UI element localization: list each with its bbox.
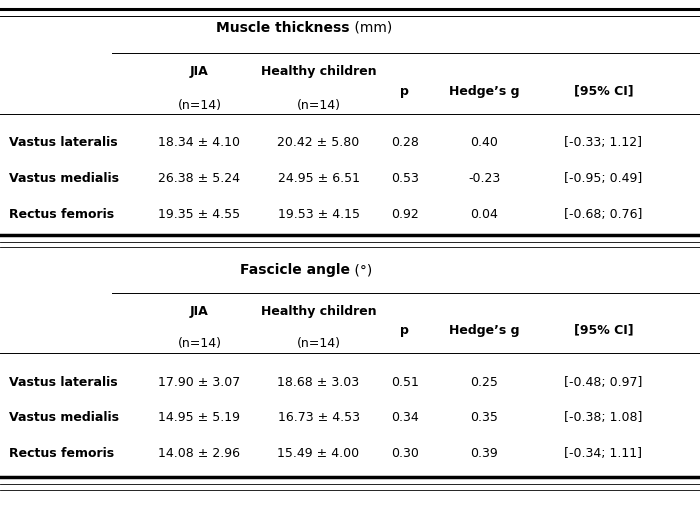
Text: Vastus lateralis: Vastus lateralis xyxy=(9,376,118,389)
Text: 20.42 ± 5.80: 20.42 ± 5.80 xyxy=(277,136,360,149)
Text: p: p xyxy=(400,85,409,98)
Text: (n=14): (n=14) xyxy=(297,337,340,351)
Text: 24.95 ± 6.51: 24.95 ± 6.51 xyxy=(277,172,360,185)
Text: 0.53: 0.53 xyxy=(391,172,419,185)
Text: Rectus femoris: Rectus femoris xyxy=(9,208,114,221)
Text: 0.92: 0.92 xyxy=(391,208,419,221)
Text: (n=14): (n=14) xyxy=(178,337,221,351)
Text: 18.68 ± 3.03: 18.68 ± 3.03 xyxy=(277,376,360,389)
Text: 0.39: 0.39 xyxy=(470,447,498,460)
Text: -0.23: -0.23 xyxy=(468,172,500,185)
Text: 0.40: 0.40 xyxy=(470,136,498,149)
Text: [95% CI]: [95% CI] xyxy=(573,324,634,337)
Text: 26.38 ± 5.24: 26.38 ± 5.24 xyxy=(158,172,241,185)
Text: [-0.34; 1.11]: [-0.34; 1.11] xyxy=(564,447,643,460)
Text: 0.04: 0.04 xyxy=(470,208,498,221)
Text: [-0.48; 0.97]: [-0.48; 0.97] xyxy=(564,376,643,389)
Text: JIA: JIA xyxy=(190,305,209,318)
Text: Vastus medialis: Vastus medialis xyxy=(9,411,119,424)
Text: p: p xyxy=(400,324,409,337)
Text: (n=14): (n=14) xyxy=(178,99,221,112)
Text: Healthy children: Healthy children xyxy=(260,66,377,79)
Text: 0.34: 0.34 xyxy=(391,411,419,424)
Text: Hedge’s g: Hedge’s g xyxy=(449,324,519,337)
Text: Healthy children: Healthy children xyxy=(260,305,377,318)
Text: (mm): (mm) xyxy=(350,21,392,35)
Text: [95% CI]: [95% CI] xyxy=(573,85,634,98)
Text: JIA: JIA xyxy=(190,66,209,79)
Text: Rectus femoris: Rectus femoris xyxy=(9,447,114,460)
Text: Fascicle angle: Fascicle angle xyxy=(240,263,350,277)
Text: 19.35 ± 4.55: 19.35 ± 4.55 xyxy=(158,208,241,221)
Text: Muscle thickness: Muscle thickness xyxy=(216,21,350,35)
Text: [-0.38; 1.08]: [-0.38; 1.08] xyxy=(564,411,643,424)
Text: 14.95 ± 5.19: 14.95 ± 5.19 xyxy=(158,411,241,424)
Text: Hedge’s g: Hedge’s g xyxy=(449,85,519,98)
Text: 18.34 ± 4.10: 18.34 ± 4.10 xyxy=(158,136,241,149)
Text: 0.28: 0.28 xyxy=(391,136,419,149)
Text: 15.49 ± 4.00: 15.49 ± 4.00 xyxy=(277,447,360,460)
Text: 19.53 ± 4.15: 19.53 ± 4.15 xyxy=(277,208,360,221)
Text: 17.90 ± 3.07: 17.90 ± 3.07 xyxy=(158,376,241,389)
Text: [-0.68; 0.76]: [-0.68; 0.76] xyxy=(564,208,643,221)
Text: 0.51: 0.51 xyxy=(391,376,419,389)
Text: (n=14): (n=14) xyxy=(297,99,340,112)
Text: 0.25: 0.25 xyxy=(470,376,498,389)
Text: 0.35: 0.35 xyxy=(470,411,498,424)
Text: 0.30: 0.30 xyxy=(391,447,419,460)
Text: Vastus lateralis: Vastus lateralis xyxy=(9,136,118,149)
Text: [-0.95; 0.49]: [-0.95; 0.49] xyxy=(564,172,643,185)
Text: 16.73 ± 4.53: 16.73 ± 4.53 xyxy=(277,411,360,424)
Text: Vastus medialis: Vastus medialis xyxy=(9,172,119,185)
Text: (°): (°) xyxy=(350,263,372,277)
Text: [-0.33; 1.12]: [-0.33; 1.12] xyxy=(564,136,643,149)
Text: 14.08 ± 2.96: 14.08 ± 2.96 xyxy=(158,447,241,460)
